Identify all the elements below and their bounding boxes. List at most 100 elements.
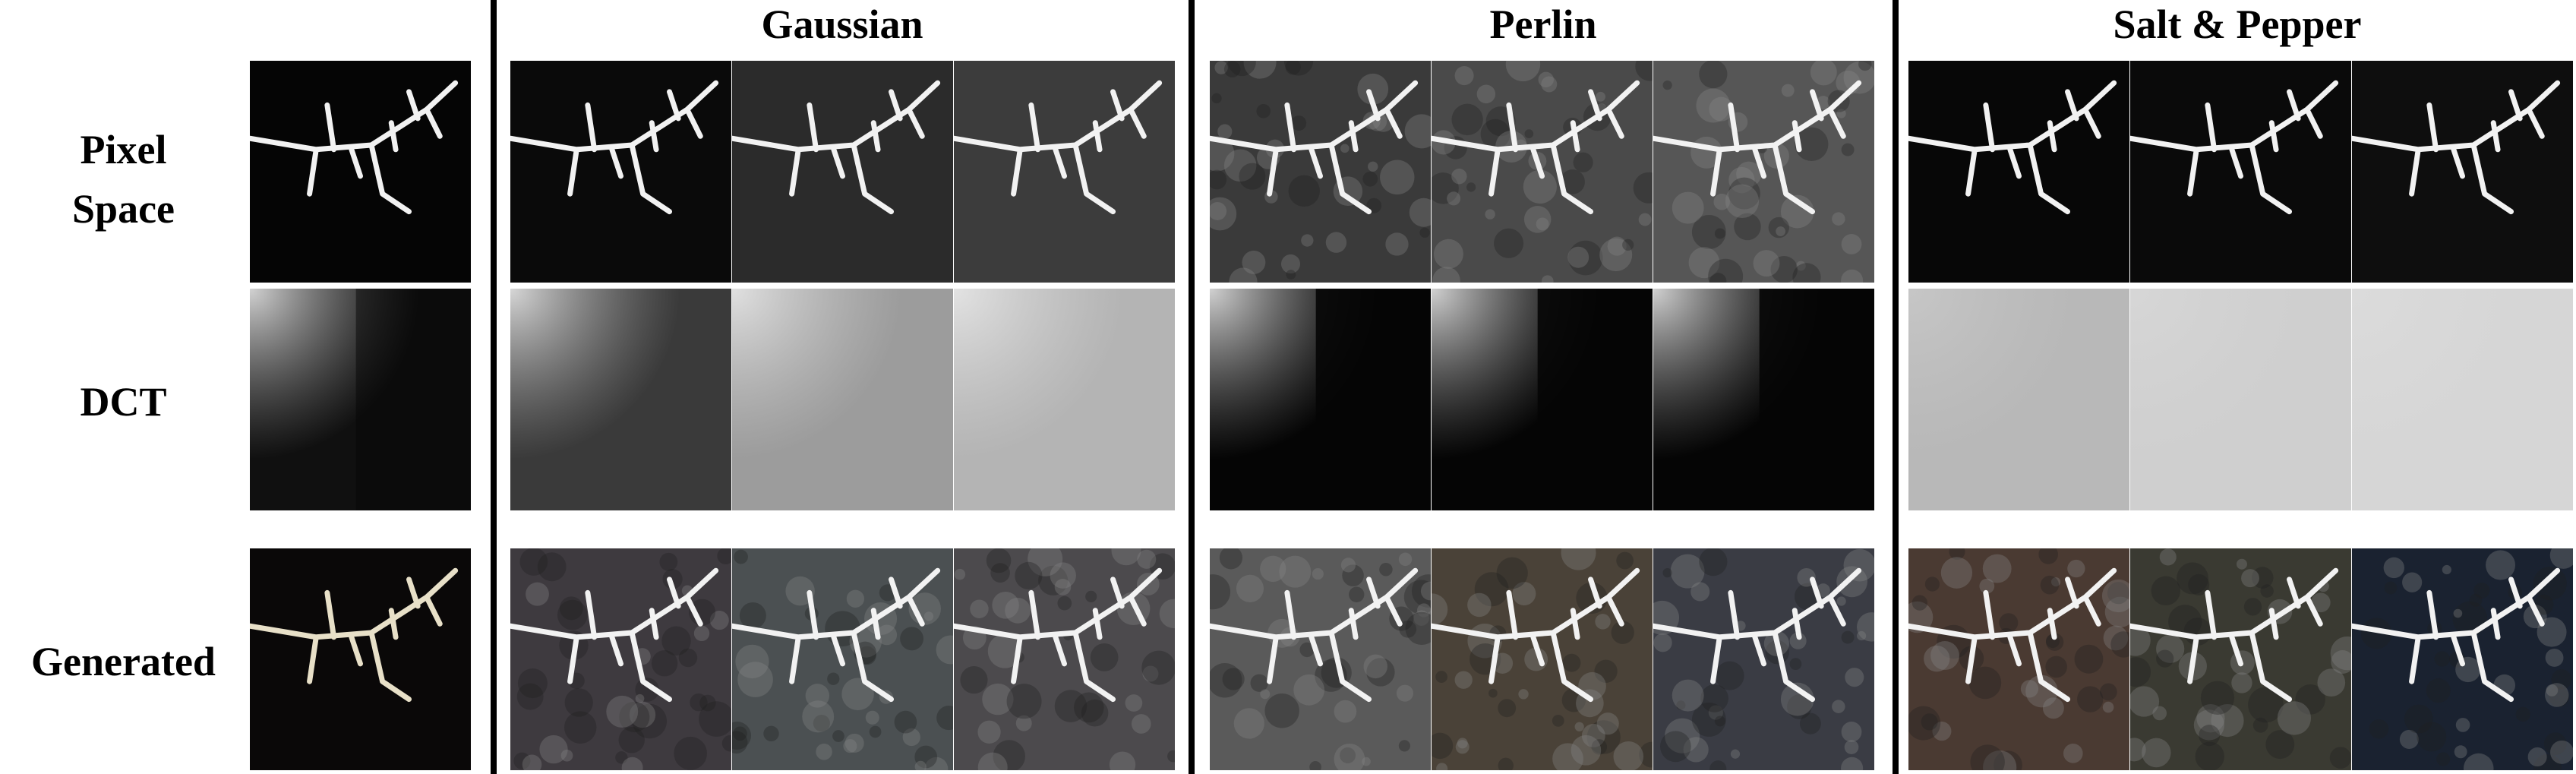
texture-blob [2456,718,2470,732]
texture-blob [1841,757,1863,770]
separator-line [491,0,497,774]
texture-blob [2402,573,2422,592]
texture-blob [1754,250,1780,276]
texture-blob [1256,104,1271,118]
panel-image [510,548,731,770]
texture-blob [520,548,548,576]
texture-blob [1264,693,1299,728]
texture-blob [2473,583,2489,599]
texture-blob [2454,745,2467,758]
texture-blob [1451,169,1466,184]
texture-blob [564,711,596,744]
texture-blob [1595,614,1610,629]
texture-blob [1672,192,1704,224]
texture-blob [517,684,544,710]
panel-generated-gaussian-1 [510,548,731,770]
texture-blob [1699,548,1727,576]
texture-blob [539,735,567,763]
panel-image [2130,548,2351,770]
dct-spectrum [732,289,953,510]
texture-blob [740,602,766,629]
texture-blob [619,727,645,753]
row-label-pixel-space: Pixel Space [0,120,247,239]
panel-image [2352,289,2573,510]
texture-blob [1663,568,1672,577]
panel-image [1908,289,2129,510]
texture-blob [845,734,864,753]
panel-image [1653,548,1874,770]
texture-blob [763,726,778,741]
texture-blob [1466,182,1476,191]
texture-blob [2196,742,2224,770]
texture-blob [1432,733,1453,759]
texture-blob [2043,697,2064,719]
texture-blob [2045,656,2067,678]
texture-blob [2454,609,2463,618]
texture-blob [2369,719,2389,739]
panel-pixel-reference [250,61,471,283]
texture-blob [1842,144,1855,156]
texture-blob [1447,191,1460,205]
panel-dct-perlin-3 [1653,289,1874,510]
texture-blob [900,627,923,650]
texture-blob [977,721,1000,744]
texture-blob [1552,715,1564,727]
texture-blob [1790,658,1802,670]
texture-blob [1334,700,1357,723]
branch-structure [954,83,1160,211]
texture-blob [722,735,731,752]
texture-blob [2237,559,2247,570]
texture-blob [1716,662,1744,690]
texture-blob [1399,740,1410,751]
texture-blob [1498,758,1514,770]
texture-blob [2038,548,2058,564]
texture-blob [1970,744,2004,770]
texture-blob [674,737,707,770]
panel-image [250,61,471,283]
texture-blob [870,726,882,738]
row-label-pixel-line1: Pixel [0,120,247,179]
texture-blob [2077,686,2103,712]
texture-blob [1983,554,2012,583]
dct-spectrum [954,289,1175,510]
dct-dark-region [356,289,471,510]
texture-blob [802,700,834,732]
texture-blob [1622,239,1634,251]
panel-generated-gaussian-3 [954,548,1175,770]
texture-blob [1434,239,1463,269]
panel-image [510,289,731,510]
texture-blob [1419,228,1429,238]
panel-generated-gaussian-2 [732,548,953,770]
texture-blob [2464,753,2494,770]
texture-blob [1289,175,1320,207]
texture-blob [992,592,1019,619]
texture-blob [2486,550,2515,580]
row-label-dct: DCT [0,372,247,431]
texture-blob [636,694,645,703]
texture-blob [1837,596,1846,605]
texture-blob [936,635,953,664]
texture-blob [1574,153,1593,172]
texture-blob [1236,575,1264,602]
texture-blob [2253,718,2268,733]
panel-pixel-gaussian-3 [954,61,1175,283]
panel-image [732,289,953,510]
texture-blob [1055,579,1072,596]
panel-dct-gaussian-3 [954,289,1175,510]
texture-blob [1379,563,1392,577]
texture-blob [1081,700,1109,727]
texture-blob [1405,114,1431,148]
texture-blob [1341,558,1356,572]
panel-generated-perlin-1 [1210,548,1431,770]
panel-image [1432,61,1653,283]
texture-blob [1368,162,1378,172]
panel-image [2130,61,2351,283]
texture-blob [1326,232,1346,252]
texture-blob [1912,595,1927,610]
texture-blob [1435,671,1447,683]
panel-pixel-salt-pepper-2 [2130,61,2351,283]
panel-pixel-gaussian-2 [732,61,953,283]
panel-image [1210,289,1431,510]
texture-blob [1672,680,1704,712]
panel-pixel-gaussian-1 [510,61,731,283]
